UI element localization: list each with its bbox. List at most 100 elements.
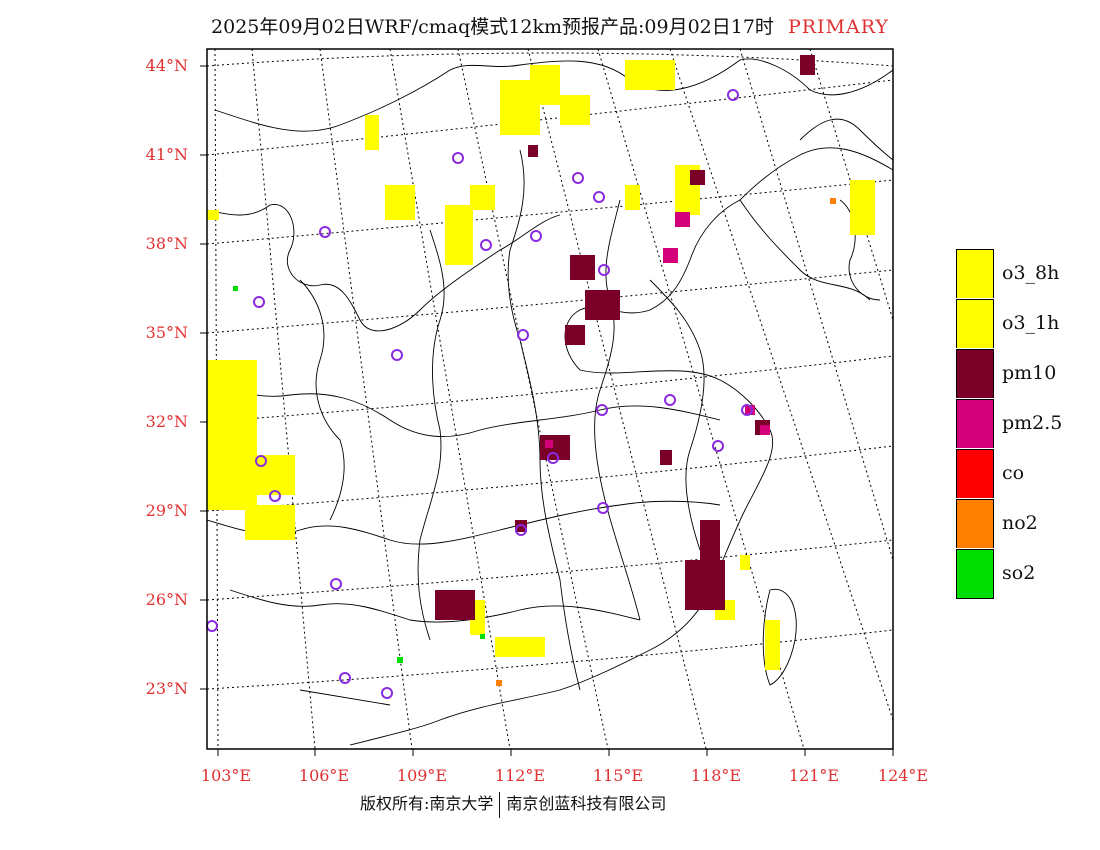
o3-cell xyxy=(230,455,295,495)
pm10-cell xyxy=(528,145,538,157)
station-marker xyxy=(340,673,350,683)
legend: o3_8h o3_1h pm10 pm2.5 co no2 so2 xyxy=(956,249,1100,599)
station-marker xyxy=(392,350,402,360)
legend-item: no2 xyxy=(956,499,1100,549)
pm10-cell xyxy=(800,55,815,75)
legend-item: co xyxy=(956,449,1100,499)
pm10-cell xyxy=(700,520,720,560)
station-marker xyxy=(713,441,723,451)
o3-cell xyxy=(850,180,875,235)
legend-item: o3_8h xyxy=(956,249,1100,299)
o3-cell xyxy=(560,95,590,125)
pm10-cell xyxy=(690,170,705,185)
lon-label: 124°E xyxy=(878,766,928,785)
o3-cell xyxy=(245,505,295,540)
o3-cell xyxy=(765,620,780,670)
pm10-cell xyxy=(435,590,475,620)
pm10-cell xyxy=(570,255,595,280)
o3-cell xyxy=(625,60,675,90)
station-marker xyxy=(573,173,583,183)
copyright-owner: 版权所有:南京大学 xyxy=(360,794,493,813)
lat-label: 29°N xyxy=(146,501,188,520)
station-marker xyxy=(453,153,463,163)
station-marker xyxy=(728,90,738,100)
so2-cell xyxy=(397,657,403,663)
o3-cell xyxy=(365,115,379,150)
pm10-cell xyxy=(685,560,725,610)
pm10-cell xyxy=(660,450,672,465)
pm2.5-cell xyxy=(545,440,553,448)
no2-cell xyxy=(830,198,836,204)
o3-cell xyxy=(530,65,560,105)
legend-item: o3_1h xyxy=(956,299,1100,349)
pm2.5-cell xyxy=(663,248,678,263)
lat-label: 26°N xyxy=(146,590,188,609)
station-marker xyxy=(331,579,341,589)
legend-label: o3_8h xyxy=(1002,262,1059,284)
copyright-footer: 版权所有:南京大学 南京创蓝科技有限公司 xyxy=(360,790,666,818)
footer-divider xyxy=(499,792,500,818)
lat-labels: 44°N 41°N 38°N 35°N 32°N 29°N 26°N 23°N xyxy=(146,56,188,698)
copyright-company: 南京创蓝科技有限公司 xyxy=(506,794,666,813)
station-marker xyxy=(320,227,330,237)
legend-swatch xyxy=(956,449,994,498)
legend-label: so2 xyxy=(1002,562,1035,584)
legend-swatch xyxy=(956,549,994,599)
lon-label: 121°E xyxy=(789,766,839,785)
lon-label: 103°E xyxy=(201,766,251,785)
station-marker xyxy=(665,395,675,405)
lat-label: 23°N xyxy=(146,679,188,698)
legend-item: pm10 xyxy=(956,349,1100,399)
lon-ticks xyxy=(218,749,893,756)
legend-label: pm2.5 xyxy=(1002,412,1062,434)
lon-label: 109°E xyxy=(397,766,447,785)
map-border xyxy=(207,49,893,749)
pm2.5-cell xyxy=(675,212,690,227)
lon-labels: 103°E 106°E 109°E 112°E 115°E 118°E 121°E 124°E xyxy=(201,766,928,785)
station-marker xyxy=(599,265,609,275)
legend-item: so2 xyxy=(956,549,1100,599)
gridlines xyxy=(207,49,893,749)
pm2.5-cell xyxy=(760,425,770,435)
o3-cell xyxy=(385,185,415,220)
lon-label: 106°E xyxy=(299,766,349,785)
legend-swatch xyxy=(956,399,994,448)
lat-label: 44°N xyxy=(146,56,188,75)
pm10-cell xyxy=(540,435,570,460)
station-marker xyxy=(481,240,491,250)
so2-cell xyxy=(480,634,485,639)
legend-label: co xyxy=(1002,462,1024,484)
station-marker xyxy=(594,192,604,202)
legend-item: pm2.5 xyxy=(956,399,1100,449)
station-marker xyxy=(254,297,264,307)
o3-cell xyxy=(470,185,495,210)
o3-cell xyxy=(207,210,219,220)
legend-label: no2 xyxy=(1002,512,1038,534)
lat-label: 41°N xyxy=(146,145,188,164)
o3-cell xyxy=(495,637,545,657)
boundaries xyxy=(207,59,893,745)
lon-label: 112°E xyxy=(495,766,545,785)
lon-label: 118°E xyxy=(691,766,741,785)
lon-label: 115°E xyxy=(593,766,643,785)
legend-swatch xyxy=(956,499,994,548)
legend-swatch xyxy=(956,299,994,348)
lat-ticks xyxy=(200,66,207,689)
o3-cell xyxy=(625,185,640,210)
legend-label: o3_1h xyxy=(1002,312,1059,334)
station-marker xyxy=(207,621,217,631)
legend-swatch xyxy=(956,249,994,298)
pm10-cell xyxy=(565,325,585,345)
lat-label: 32°N xyxy=(146,412,188,431)
o3-cell xyxy=(445,205,473,265)
station-marker xyxy=(518,330,528,340)
no2-cell xyxy=(496,680,502,686)
lat-label: 35°N xyxy=(146,323,188,342)
lat-label: 38°N xyxy=(146,234,188,253)
legend-label: pm10 xyxy=(1002,362,1056,384)
station-marker xyxy=(382,688,392,698)
o3-cell xyxy=(740,555,750,570)
so2-cell xyxy=(233,286,238,291)
legend-swatch xyxy=(956,349,994,398)
